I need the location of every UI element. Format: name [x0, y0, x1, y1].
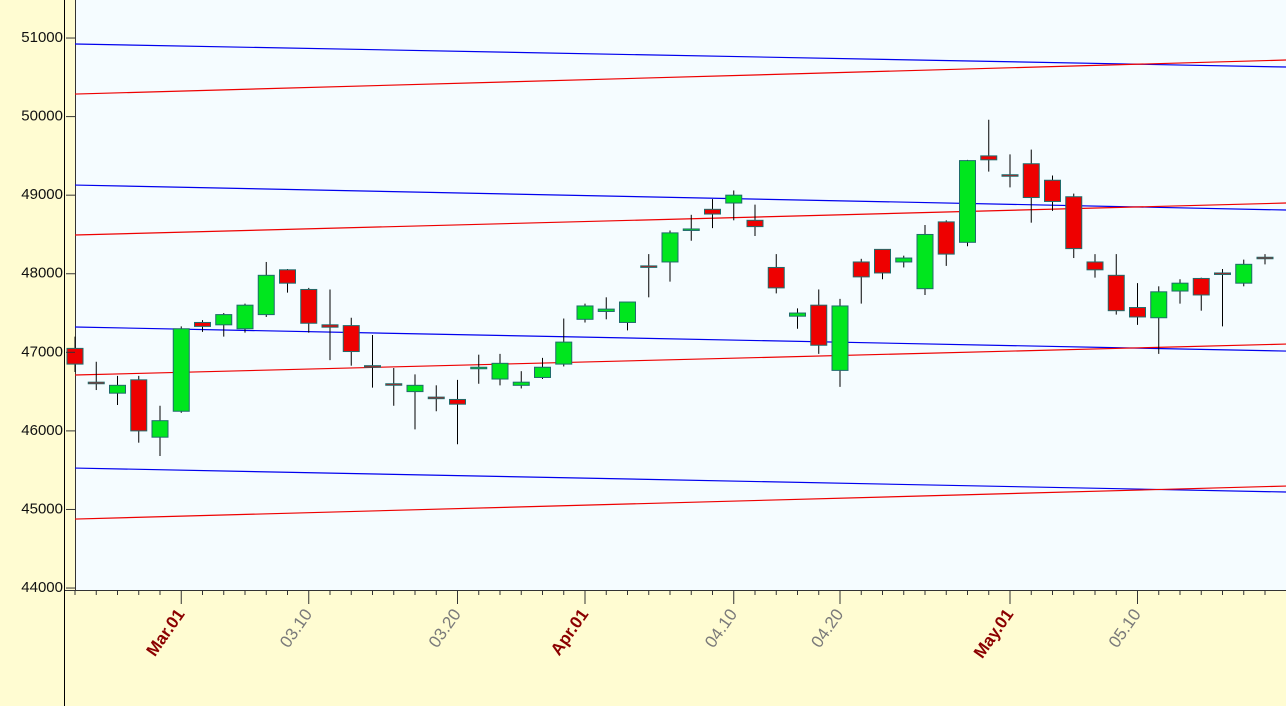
candle-body: [640, 265, 658, 268]
candle-body: [66, 347, 84, 365]
candle-body: [959, 160, 976, 243]
candle-body: [1214, 272, 1231, 275]
candle-body: [194, 321, 211, 327]
candle-body: [449, 398, 466, 405]
candle-body: [512, 381, 530, 386]
candle-body: [427, 396, 445, 400]
candle-body: [746, 219, 764, 228]
channel-line: [74, 326, 1286, 352]
candle-body: [597, 308, 615, 312]
channel-line: [74, 59, 1286, 95]
candle-body: [172, 328, 190, 412]
candle-body: [1235, 263, 1253, 284]
candle-body: [1001, 174, 1019, 177]
candle-body: [831, 305, 849, 371]
candle-body: [661, 232, 679, 263]
y-tick-label: 51000: [21, 29, 63, 46]
y-tick-label: 48000: [21, 265, 63, 282]
candles: [66, 119, 1274, 457]
candle-body: [236, 304, 254, 330]
candle-body: [257, 274, 275, 316]
candle-body: [279, 269, 296, 284]
y-tick-label: 50000: [21, 108, 63, 125]
candle-body: [1065, 196, 1083, 250]
candle-body: [1044, 179, 1061, 202]
candle-body: [109, 384, 126, 394]
candle-body: [1192, 277, 1210, 296]
candle-body: [534, 366, 551, 378]
y-tick-label: 46000: [21, 422, 63, 439]
candle-body: [215, 314, 233, 326]
candle-body: [789, 312, 806, 317]
candle-body: [470, 366, 488, 370]
candle-body: [1086, 261, 1104, 271]
candle-body: [406, 384, 424, 393]
y-tick-label: 49000: [21, 186, 63, 203]
candle-body: [576, 305, 594, 320]
candle-body: [619, 301, 636, 323]
candle-body: [130, 379, 148, 432]
y-tick-label: 44000: [21, 579, 63, 596]
candle-body: [364, 365, 381, 368]
candle-body: [916, 233, 934, 290]
candle-body: [704, 208, 721, 215]
channel-line: [74, 43, 1286, 68]
channel-line: [74, 485, 1286, 520]
candle-body: [810, 304, 828, 346]
candle-body: [980, 155, 998, 161]
candle-body: [300, 288, 318, 324]
candle-body: [725, 194, 743, 204]
candle-body: [491, 362, 509, 380]
candle-body: [1022, 163, 1040, 199]
channel-line: [74, 467, 1286, 493]
candle-body: [87, 381, 105, 385]
candle-body: [767, 266, 785, 289]
candle-body: [1107, 274, 1125, 312]
candle-body: [852, 261, 870, 278]
y-tick-label: 47000: [21, 343, 63, 360]
channel-line: [74, 184, 1286, 211]
candle-body: [1129, 307, 1146, 318]
candle-body: [151, 420, 169, 438]
candle-body: [874, 248, 891, 274]
candle-body: [682, 228, 700, 231]
candle-body: [1171, 282, 1189, 292]
channel-line: [74, 202, 1286, 236]
channel-line: [74, 343, 1286, 376]
candle-body: [895, 257, 913, 263]
candle-body: [1150, 291, 1168, 319]
candle-body: [555, 341, 573, 365]
channel-lines: [74, 43, 1286, 520]
candle-body: [1256, 256, 1274, 260]
y-tick-label: 45000: [21, 500, 63, 517]
candle-body: [342, 325, 360, 353]
candle-body: [937, 221, 955, 255]
candle-body: [385, 383, 403, 386]
candle-body: [321, 324, 339, 328]
